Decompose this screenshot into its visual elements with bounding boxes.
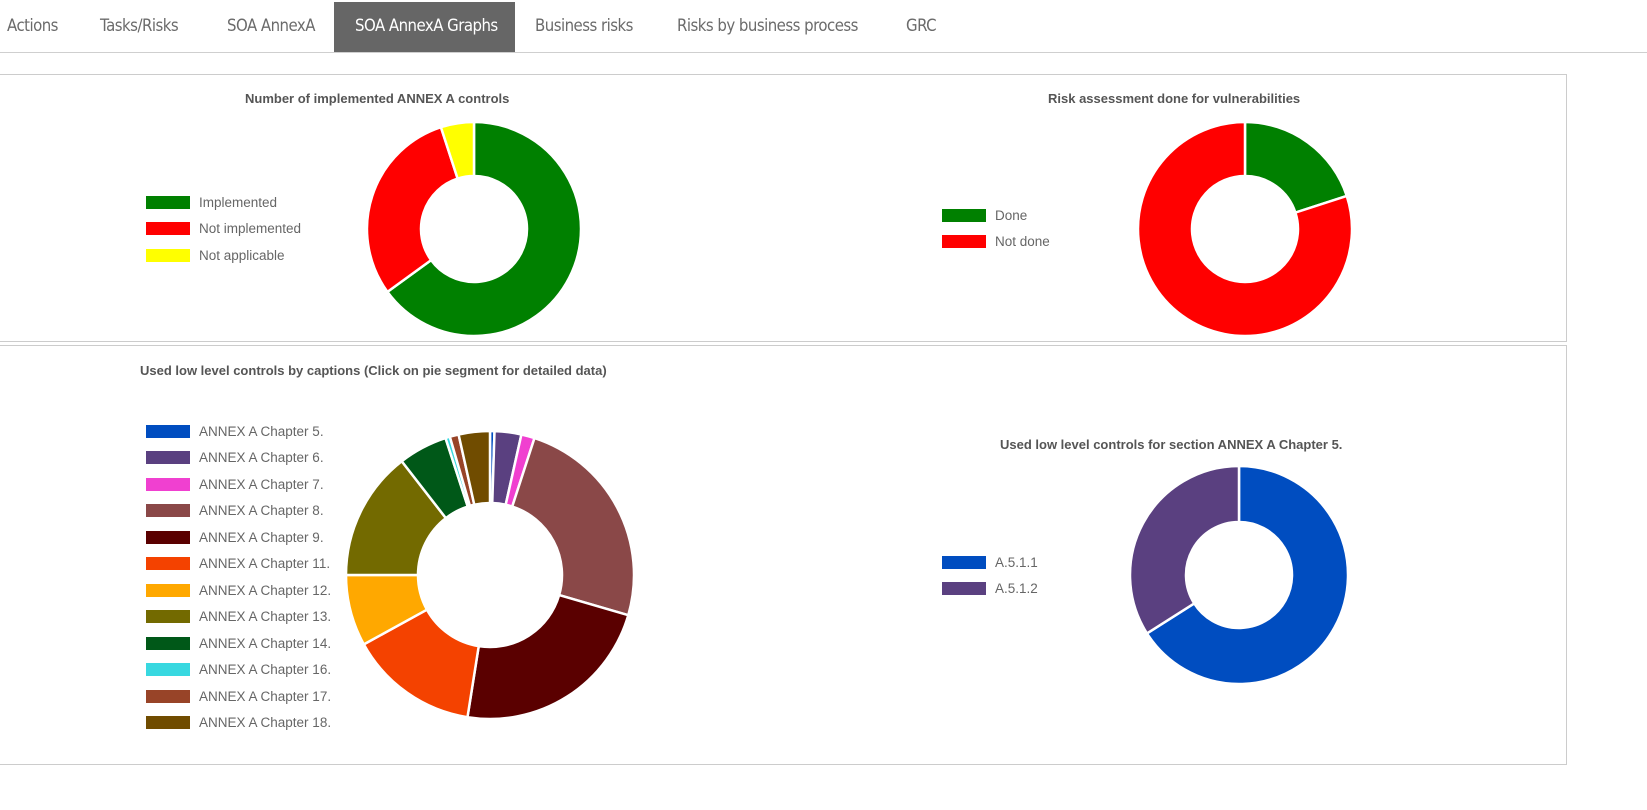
legend-swatch <box>146 530 190 544</box>
legend-swatch <box>146 610 190 624</box>
legend-controls-by-captions: ANNEX A Chapter 5. ANNEX A Chapter 6. AN… <box>146 418 331 736</box>
legend-swatch <box>146 424 190 438</box>
legend-label: A.5.1.1 <box>995 554 1038 570</box>
legend-swatch <box>146 557 190 571</box>
legend-item[interactable]: Implemented <box>146 189 301 216</box>
legend-swatch <box>942 582 986 596</box>
legend-item[interactable]: ANNEX A Chapter 14. <box>146 630 331 657</box>
tab-soa-annexa-graphs-label: SOA AnnexA Graphs <box>355 16 498 36</box>
donut-chart-risk-assessment[interactable] <box>0 0 1354 338</box>
pie-segment[interactable] <box>1145 464 1350 686</box>
pie-segment[interactable] <box>457 429 492 507</box>
pie-segment[interactable] <box>439 120 476 181</box>
legend-swatch <box>146 716 190 730</box>
legend-label: A.5.1.2 <box>995 581 1038 597</box>
legend-label: ANNEX A Chapter 18. <box>199 715 332 731</box>
legend-item[interactable]: Not done <box>942 229 1050 256</box>
legend-label: ANNEX A Chapter 5. <box>199 423 324 439</box>
legend-implemented-controls: Implemented Not implemented Not applicab… <box>146 189 301 269</box>
tab-soa-annexa[interactable]: SOA AnnexA <box>227 16 315 36</box>
legend-swatch <box>146 477 190 491</box>
legend-item[interactable]: ANNEX A Chapter 5. <box>146 418 331 445</box>
legend-label: Implemented <box>199 194 278 210</box>
legend-label: Not done <box>995 234 1050 250</box>
donut-chart-chapter5-controls[interactable] <box>0 0 1350 686</box>
donut-chart-implemented-controls[interactable] <box>0 0 583 338</box>
pie-segment[interactable] <box>1136 120 1354 338</box>
legend-item[interactable]: ANNEX A Chapter 9. <box>146 524 331 551</box>
tab-bar: Actions Tasks/Risks SOA AnnexA SOA Annex… <box>0 0 1647 53</box>
legend-label: ANNEX A Chapter 14. <box>199 635 332 651</box>
chart-title-implemented-controls: Number of implemented ANNEX A controls <box>245 91 510 106</box>
legend-chapter5-controls: A.5.1.1 A.5.1.2 <box>942 549 1038 602</box>
legend-label: ANNEX A Chapter 17. <box>199 688 332 704</box>
legend-label: ANNEX A Chapter 11. <box>199 556 331 572</box>
legend-item[interactable]: A.5.1.1 <box>942 549 1038 576</box>
legend-label: ANNEX A Chapter 12. <box>199 582 332 598</box>
legend-label: ANNEX A Chapter 16. <box>199 662 332 678</box>
legend-swatch <box>942 208 986 222</box>
legend-swatch <box>146 636 190 650</box>
legend-label: Done <box>995 207 1028 223</box>
legend-item[interactable]: ANNEX A Chapter 17. <box>146 683 331 710</box>
legend-label: ANNEX A Chapter 7. <box>199 476 324 492</box>
chart-title-risk-assessment: Risk assessment done for vulnerabilities <box>1048 91 1301 106</box>
legend-label: ANNEX A Chapter 9. <box>199 529 324 545</box>
tab-soa-annexa-graphs[interactable]: SOA AnnexA Graphs <box>334 2 515 52</box>
legend-item[interactable]: Not implemented <box>146 216 301 243</box>
legend-item[interactable]: ANNEX A Chapter 7. <box>146 471 331 498</box>
legend-item[interactable]: ANNEX A Chapter 6. <box>146 445 331 472</box>
legend-item[interactable]: ANNEX A Chapter 12. <box>146 577 331 604</box>
tab-tasks-risks[interactable]: Tasks/Risks <box>100 16 179 36</box>
legend-item[interactable]: ANNEX A Chapter 11. <box>146 551 331 578</box>
pie-segment[interactable] <box>385 120 583 338</box>
legend-label: ANNEX A Chapter 8. <box>199 503 324 519</box>
tab-risks-by-business-process[interactable]: Risks by business process <box>677 16 858 36</box>
legend-item[interactable]: ANNEX A Chapter 18. <box>146 710 331 737</box>
legend-swatch <box>146 663 190 677</box>
legend-label: ANNEX A Chapter 13. <box>199 609 332 625</box>
legend-item[interactable]: Not applicable <box>146 242 301 269</box>
legend-swatch <box>942 235 986 249</box>
legend-item[interactable]: Done <box>942 202 1050 229</box>
legend-swatch <box>146 248 190 262</box>
legend-label: ANNEX A Chapter 6. <box>199 450 324 466</box>
legend-item[interactable]: ANNEX A Chapter 13. <box>146 604 331 631</box>
chart-title-controls-by-captions: Used low level controls by captions (Cli… <box>140 363 607 378</box>
legend-label: Not implemented <box>199 221 302 237</box>
tab-actions[interactable]: Actions <box>7 16 58 36</box>
chart-title-chapter5-controls: Used low level controls for section ANNE… <box>1000 437 1343 452</box>
tab-grc[interactable]: GRC <box>906 16 937 36</box>
legend-risk-assessment: Done Not done <box>942 202 1050 255</box>
pie-segment[interactable] <box>1128 464 1241 636</box>
legend-item[interactable]: ANNEX A Chapter 8. <box>146 498 331 525</box>
pie-segment[interactable] <box>1243 120 1349 215</box>
legend-label: Not applicable <box>199 247 285 263</box>
legend-swatch <box>942 555 986 569</box>
legend-swatch <box>146 222 190 236</box>
pie-segment[interactable] <box>510 436 636 617</box>
legend-swatch <box>146 583 190 597</box>
legend-swatch <box>146 451 190 465</box>
donut-chart-controls-by-captions[interactable] <box>0 0 636 721</box>
legend-swatch <box>146 195 190 209</box>
legend-swatch <box>146 689 190 703</box>
legend-swatch <box>146 504 190 518</box>
pie-segment[interactable] <box>466 593 630 721</box>
pie-segment[interactable] <box>365 125 460 294</box>
legend-item[interactable]: A.5.1.2 <box>942 576 1038 603</box>
legend-item[interactable]: ANNEX A Chapter 16. <box>146 657 331 684</box>
tab-business-risks[interactable]: Business risks <box>535 16 633 36</box>
